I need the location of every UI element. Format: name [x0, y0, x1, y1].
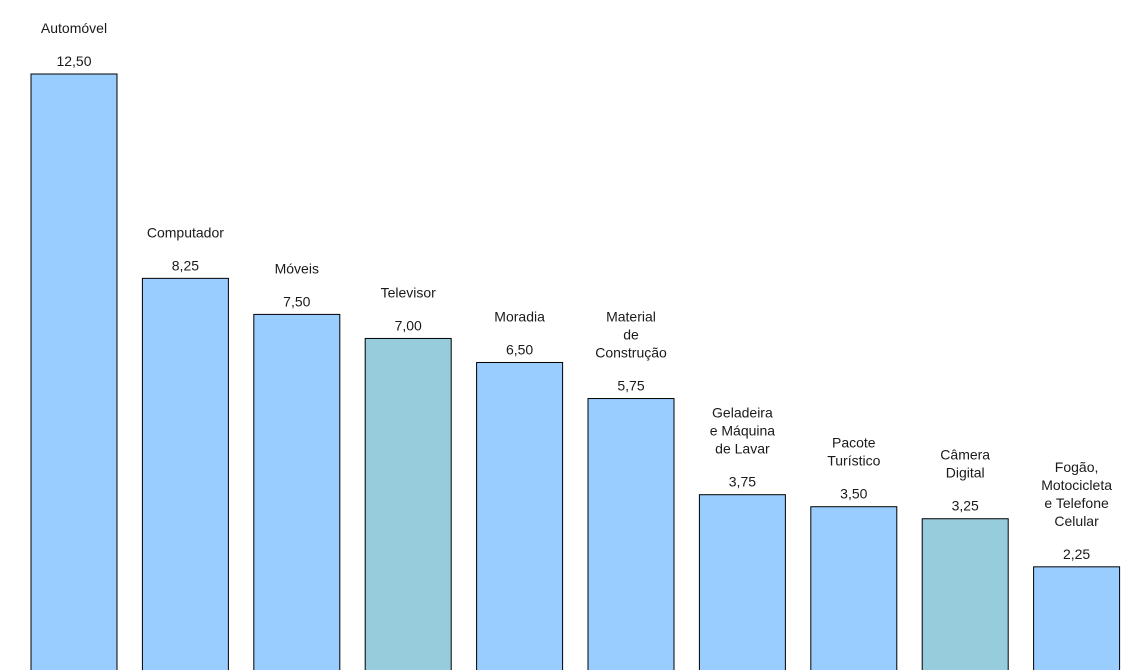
value-label-1: 8,25: [172, 257, 199, 273]
category-label-4-line-0: Moradia: [494, 308, 545, 324]
category-label-6-line-2: de Lavar: [715, 441, 770, 457]
bar-7: [810, 506, 898, 670]
category-label-5-line-0: Material: [606, 309, 656, 325]
value-label-2: 7,50: [283, 293, 310, 309]
category-label-8-line-1: Digital: [946, 465, 985, 481]
value-label-9: 2,25: [1063, 546, 1090, 562]
category-label-0-line-0: Automóvel: [41, 20, 107, 36]
bar-2: [253, 313, 341, 670]
category-label-2-line-0: Móveis: [275, 260, 319, 276]
category-label-9-line-3: Celular: [1054, 513, 1099, 529]
category-label-6-line-1: e Máquina: [710, 423, 776, 439]
value-label-8: 3,25: [952, 498, 979, 514]
category-label-5-line-1: de: [623, 327, 639, 343]
value-label-3: 7,00: [395, 317, 422, 333]
bar-4: [476, 361, 564, 670]
category-label-9-line-1: Motocicleta: [1041, 477, 1112, 493]
value-label-5: 5,75: [617, 378, 644, 394]
value-label-4: 6,50: [506, 341, 533, 357]
value-label-0: 12,50: [56, 53, 91, 69]
value-label-7: 3,50: [840, 486, 867, 502]
bar-3: [364, 337, 452, 670]
value-label-6: 3,75: [729, 474, 756, 490]
bar-5: [587, 398, 675, 670]
category-label-8-line-0: Câmera: [940, 447, 990, 463]
category-label-7-line-0: Pacote: [832, 435, 876, 451]
category-label-3-line-0: Televisor: [381, 284, 437, 300]
bar-6: [698, 494, 786, 670]
category-label-6-line-0: Geladeira: [712, 405, 773, 421]
category-label-5-line-2: Construção: [595, 345, 667, 361]
category-label-9-line-2: e Telefone: [1044, 495, 1109, 511]
bar-0: [30, 73, 118, 670]
bars-group: [30, 73, 1121, 670]
bar-1: [141, 277, 229, 670]
category-label-9-line-0: Fogão,: [1055, 459, 1099, 475]
bar-9: [1033, 566, 1121, 670]
category-label-7-line-1: Turístico: [827, 453, 880, 469]
labels-group: 12,50 Automóvel 8,25 Computador 7,50 Móveis 7,…: [41, 20, 1112, 562]
category-label-1-line-0: Computador: [147, 224, 224, 240]
bar-8: [921, 518, 1009, 670]
